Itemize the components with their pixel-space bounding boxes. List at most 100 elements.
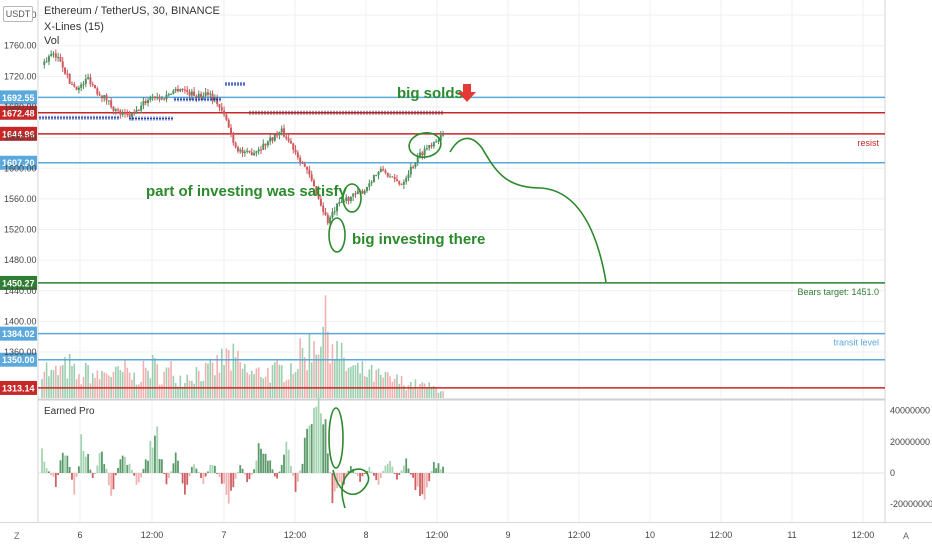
price-level-tag-bg[interactable] — [0, 326, 37, 341]
oscillator-bar — [57, 473, 60, 476]
oscillator-bar — [181, 473, 184, 484]
candle-body — [114, 109, 117, 111]
oscillator-bar — [283, 454, 285, 473]
oscillator-bar — [101, 451, 103, 473]
scale-unit-tag[interactable]: USDT — [3, 6, 33, 22]
candle-body — [64, 67, 67, 74]
price-level-tag-bg[interactable] — [0, 352, 37, 367]
candle-body — [200, 93, 203, 97]
candle-body — [149, 97, 152, 101]
candle-body — [126, 113, 129, 115]
oscillator-bar — [285, 441, 288, 473]
volume-bar — [336, 341, 338, 398]
candle-body — [409, 166, 412, 175]
volume-bar — [412, 388, 414, 398]
volume-bar — [350, 366, 352, 398]
oscillator-bar — [264, 453, 267, 473]
oscillator-bar — [276, 473, 279, 479]
indicator-xlines-label[interactable]: X-Lines (15) — [44, 21, 104, 33]
volume-bar — [359, 373, 361, 398]
candle-body — [117, 109, 120, 111]
candle-body — [361, 190, 364, 194]
volume-bar — [361, 361, 364, 398]
price-level-tag-bg[interactable] — [0, 90, 37, 105]
volume-bar — [280, 365, 283, 398]
candle-body — [246, 150, 249, 152]
price-level-tag[interactable]: 1350.00 — [2, 355, 35, 365]
oscillator-bar — [257, 443, 260, 473]
auto-scale-button[interactable]: A — [903, 531, 910, 541]
oscillator-bar — [135, 473, 138, 485]
candle-body — [227, 120, 230, 128]
volume-bar — [170, 361, 172, 398]
candle-body — [105, 95, 108, 101]
price-level-tag[interactable]: 1607.20 — [2, 158, 35, 168]
oscillator-bar — [209, 464, 212, 473]
oscillator-bar — [156, 426, 159, 473]
candle-body — [66, 73, 69, 75]
oscillator-bar — [393, 473, 396, 474]
price-level-tag-bg[interactable] — [0, 380, 37, 395]
oscillator-bar — [290, 465, 292, 473]
oscillator-bar — [220, 473, 223, 484]
price-tick-label: 1400.00 — [4, 316, 37, 326]
oscillator-bar — [377, 473, 380, 485]
oscillator-bar — [359, 473, 361, 482]
price-level-tag-bg[interactable] — [0, 126, 37, 141]
volume-bar — [287, 379, 290, 398]
volume-bar — [368, 369, 371, 398]
oscillator-bar — [405, 458, 408, 473]
price-level-tag[interactable]: 1644.96 — [2, 129, 35, 139]
candlestick-series[interactable] — [43, 49, 445, 226]
candle-body — [326, 215, 329, 224]
volume-bar — [184, 383, 186, 398]
candle-body — [278, 132, 281, 136]
candle-body — [52, 53, 55, 55]
price-level-tag-bg[interactable] — [0, 155, 37, 170]
volume-bar — [55, 365, 57, 398]
oscillator-bar — [370, 471, 373, 473]
candle-body — [195, 96, 198, 98]
candle-body — [156, 97, 159, 99]
oscillator-bar — [260, 448, 262, 473]
volume-bar — [91, 373, 94, 398]
oscillator-bar — [114, 473, 117, 476]
candle-body — [329, 217, 332, 224]
volume-bar — [64, 356, 66, 398]
price-level-tag[interactable]: 1384.02 — [2, 329, 35, 339]
candle-body — [257, 149, 260, 152]
volume-bar — [391, 381, 394, 398]
price-level-tag[interactable]: 1692.55 — [2, 93, 35, 103]
price-level-tag-bg[interactable] — [0, 105, 37, 120]
price-level-tag[interactable]: 1450.27 — [2, 278, 35, 288]
time-tick-label: 12:00 — [710, 530, 733, 540]
earned-pro-histogram[interactable] — [38, 393, 885, 504]
zoom-corner-button[interactable]: Z — [14, 531, 20, 541]
candle-body — [331, 211, 334, 218]
oscillator-bar — [266, 460, 269, 473]
price-level-tag[interactable]: 1313.14 — [2, 383, 35, 393]
volume-bar — [232, 343, 235, 398]
volume-bar — [220, 348, 223, 398]
oscillator-bar — [407, 468, 410, 473]
price-level-tag[interactable]: 1672.48 — [2, 108, 35, 118]
volume-bar — [255, 368, 258, 398]
candle-body — [241, 149, 244, 153]
oscillator-title[interactable]: Earned Pro — [44, 406, 95, 417]
candle-body — [119, 110, 122, 115]
oscillator-bar — [419, 473, 421, 496]
oscillator-bar — [41, 448, 43, 473]
candle-body — [186, 90, 189, 92]
volume-bar — [227, 350, 230, 398]
candle-body — [264, 143, 267, 146]
candle-body — [96, 88, 99, 95]
volume-bar — [331, 344, 334, 398]
oscillator-bar — [223, 473, 225, 484]
symbol-title[interactable]: Ethereum / TetherUS, 30, BINANCE — [44, 5, 220, 17]
volume-bar — [158, 384, 161, 398]
candle-body — [163, 98, 166, 100]
price-level-tag-bg[interactable] — [0, 275, 37, 290]
oscillator-bar — [73, 473, 76, 495]
indicator-vol-label[interactable]: Vol — [44, 35, 60, 47]
